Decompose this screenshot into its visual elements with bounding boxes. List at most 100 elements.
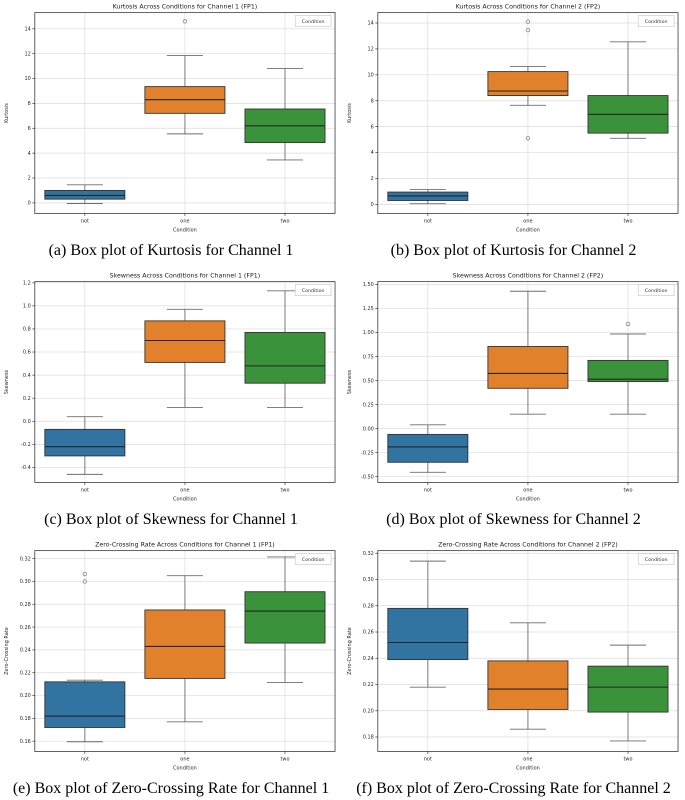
y-tick-label: 1.2	[23, 280, 31, 286]
x-tick-label: not	[423, 487, 431, 493]
y-tick-label: 1.0	[23, 304, 31, 310]
y-axis: -0.4 -0.2 0.0 0.2 0.4 0.6 0.8 1.0 1.2	[21, 280, 35, 471]
y-tick-label: 0.32	[20, 556, 31, 562]
y-tick-label: 0	[28, 201, 31, 207]
y-tick-label: 0.18	[362, 735, 373, 741]
legend: Condition	[637, 15, 674, 27]
y-tick-label: -0.2	[21, 442, 31, 448]
boxplot-figure-a: 0 2 4 6 8 10 12 14 not one two Condition Kurtosis Kur…	[0, 0, 342, 262]
boxplot-chart-zcr-ch2: 0.18 0.20 0.22 0.24 0.26 0.28 0.30 0.32 not one tw…	[343, 538, 684, 778]
x-tick-label: two	[623, 218, 632, 224]
boxplot-chart-kurtosis-ch1: 0 2 4 6 8 10 12 14 not one two Condition Kurtosis Kur…	[1, 0, 341, 240]
legend-title: Condition	[644, 288, 667, 294]
x-axis-label: Condition	[516, 496, 540, 502]
y-tick-label: 0.24	[20, 648, 31, 654]
legend-title: Condition	[302, 19, 325, 25]
chart-title: Kurtosis Across Conditions for Channel 1…	[113, 4, 258, 11]
x-axis: not one two	[423, 751, 632, 762]
y-tick-label: 1.25	[362, 306, 373, 312]
figure-background	[1, 269, 341, 509]
y-tick-label: 14	[367, 21, 373, 27]
y-tick-label: 0.00	[362, 426, 373, 432]
x-tick-label: one	[180, 218, 189, 224]
y-tick-label: 8	[28, 101, 31, 107]
y-tick-label: 0.32	[362, 551, 373, 557]
y-tick-label: 1.50	[362, 282, 373, 288]
box-two	[244, 556, 326, 683]
box-one	[144, 19, 226, 135]
outlier-marker	[525, 19, 530, 24]
y-tick-label: 10	[24, 76, 30, 82]
boxplot-figure-b: 0 2 4 6 8 10 12 14 not one two Condition Kurtosis Kur…	[342, 0, 685, 262]
outlier-marker	[82, 571, 88, 577]
y-axis: 0.18 0.20 0.22 0.24 0.26 0.28 0.30 0.32	[362, 551, 378, 741]
y-tick-label: -0.50	[360, 474, 373, 480]
y-tick-label: 0.75	[362, 354, 373, 360]
y-tick-label: 0.4	[23, 373, 31, 379]
x-tick-label: two	[280, 756, 289, 762]
y-axis-label: Kurtosis	[4, 103, 10, 123]
y-tick-label: 0.20	[20, 693, 31, 699]
chart-title: Zero-Crossing Rate Across Conditions for…	[95, 542, 275, 549]
y-axis-label: Zero-Crossing Rate	[4, 627, 10, 675]
x-tick-label: one	[180, 487, 189, 493]
y-tick-label: 0.22	[20, 670, 31, 676]
outlier-marker	[82, 579, 88, 584]
box-not	[44, 571, 126, 743]
x-axis-label: Condition	[516, 765, 540, 771]
y-tick-label: 0.6	[23, 350, 31, 356]
legend: Condition	[637, 553, 674, 565]
y-axis: 0 2 4 6 8 10 12 14	[24, 26, 35, 207]
box-two	[587, 644, 668, 742]
y-axis-label: Skewness	[4, 369, 10, 394]
y-tick-label: 6	[370, 124, 373, 130]
boxplot-figure-c: -0.4 -0.2 0.0 0.2 0.4 0.6 0.8 1.0 1.2 not one two Co…	[0, 269, 342, 531]
y-axis: -0.50 -0.25 0.00 0.25 0.50 0.75 1.00 1.25 1.50	[360, 282, 378, 480]
x-tick-label: not	[81, 756, 89, 762]
y-tick-label: -0.4	[21, 465, 31, 471]
box-not	[386, 424, 468, 473]
y-tick-label: 8	[370, 98, 373, 104]
y-tick-label: 2	[370, 176, 373, 182]
x-axis: not one two	[81, 751, 290, 762]
y-tick-label: 0.22	[362, 682, 373, 688]
y-tick-label: 0.8	[23, 327, 31, 333]
y-tick-label: 0.20	[362, 708, 373, 714]
y-tick-label: 14	[24, 26, 30, 32]
boxplot-chart-kurtosis-ch2: 0 2 4 6 8 10 12 14 not one two Condition Kurtosis Kur…	[343, 0, 684, 240]
legend-title: Condition	[302, 288, 325, 294]
legend-title: Condition	[302, 557, 325, 563]
y-axis-label: Zero-Crossing Rate	[346, 627, 352, 675]
x-tick-label: two	[623, 756, 632, 762]
y-tick-label: 1.00	[362, 330, 373, 336]
x-axis: not one two	[423, 213, 632, 224]
y-tick-label: 0.24	[362, 656, 373, 662]
x-axis-label: Condition	[173, 496, 197, 502]
box-one	[486, 19, 568, 141]
boxplot-chart-zcr-ch1: 0.16 0.18 0.20 0.22 0.24 0.26 0.28 0.30 0.32 not o…	[1, 538, 341, 778]
y-tick-label: 0.0	[23, 419, 31, 425]
x-axis: not one two	[81, 482, 290, 493]
x-tick-label: not	[81, 218, 89, 224]
outlier-marker	[525, 27, 530, 33]
figure-caption-d: (d) Box plot of Skewness for Channel 2	[386, 511, 641, 528]
y-tick-label: 10	[367, 73, 373, 79]
y-tick-label: 0.28	[362, 603, 373, 609]
y-tick-label: 0.26	[20, 625, 31, 631]
y-tick-label: 0.18	[20, 716, 31, 722]
boxplot-figure-d: -0.50 -0.25 0.00 0.25 0.50 0.75 1.00 1.25 1.50 no…	[342, 269, 685, 531]
y-axis: 0.16 0.18 0.20 0.22 0.24 0.26 0.28 0.30 0.32	[20, 556, 35, 745]
x-tick-label: not	[423, 218, 431, 224]
legend: Condition	[294, 15, 332, 27]
x-tick-label: one	[523, 218, 532, 224]
legend: Condition	[637, 284, 674, 296]
legend: Condition	[294, 284, 332, 296]
box-not	[386, 189, 468, 205]
chart-title: Skewness Across Conditions for Channel 2…	[452, 273, 602, 280]
legend-title: Condition	[644, 19, 667, 25]
box-one	[144, 308, 226, 408]
figure-caption-a: (a) Box plot of Kurtosis for Channel 1	[48, 242, 294, 259]
y-axis: 0 2 4 6 8 10 12 14	[367, 21, 378, 208]
box-not	[44, 416, 126, 475]
